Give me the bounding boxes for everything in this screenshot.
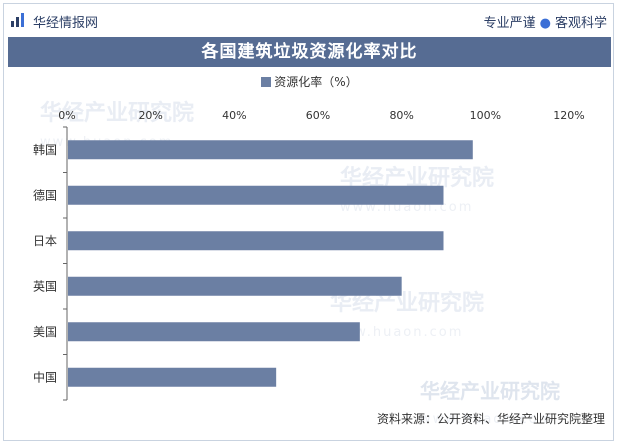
- tagline: 专业严谨 ● 客观科学: [484, 12, 607, 31]
- x-tick-label: 40%: [222, 109, 246, 122]
- y-tick-label: 德国: [33, 187, 57, 202]
- x-tick-label: 120%: [553, 109, 584, 122]
- tagline-right: 客观科学: [554, 16, 607, 31]
- x-tick-label: 20%: [138, 109, 162, 122]
- y-tick-label: 韩国: [33, 142, 57, 157]
- x-tick-label: 60%: [306, 109, 330, 122]
- bar: [68, 367, 277, 387]
- legend: 资源化率（%）: [0, 73, 619, 90]
- brand-logo-icon: [11, 13, 24, 27]
- x-tick-label: 0%: [58, 109, 75, 122]
- y-tick-label: 中国: [33, 369, 57, 384]
- source-note: 资料来源：公开资料、华经产业研究院整理: [376, 412, 605, 426]
- x-tick-label: 80%: [389, 109, 413, 122]
- header: 华经情报网 专业严谨 ● 客观科学: [8, 8, 611, 34]
- brand-name: 华经情报网: [33, 16, 99, 31]
- bar: [68, 140, 473, 160]
- tagline-left: 专业严谨: [483, 16, 536, 31]
- y-tick-label: 日本: [33, 234, 57, 248]
- chart-title: 各国建筑垃圾资源化率对比: [8, 37, 611, 67]
- bar: [68, 185, 444, 205]
- bar: [68, 231, 444, 251]
- bullet-dot-icon: ●: [539, 16, 551, 31]
- legend-swatch: [261, 77, 272, 87]
- bar: [68, 322, 360, 342]
- chart-frame: [3, 3, 614, 441]
- legend-label: 资源化率（%）: [274, 75, 358, 89]
- x-tick-label: 100%: [470, 109, 501, 122]
- y-tick-label: 英国: [33, 279, 57, 293]
- bar: [68, 276, 402, 296]
- y-tick-label: 美国: [33, 325, 57, 339]
